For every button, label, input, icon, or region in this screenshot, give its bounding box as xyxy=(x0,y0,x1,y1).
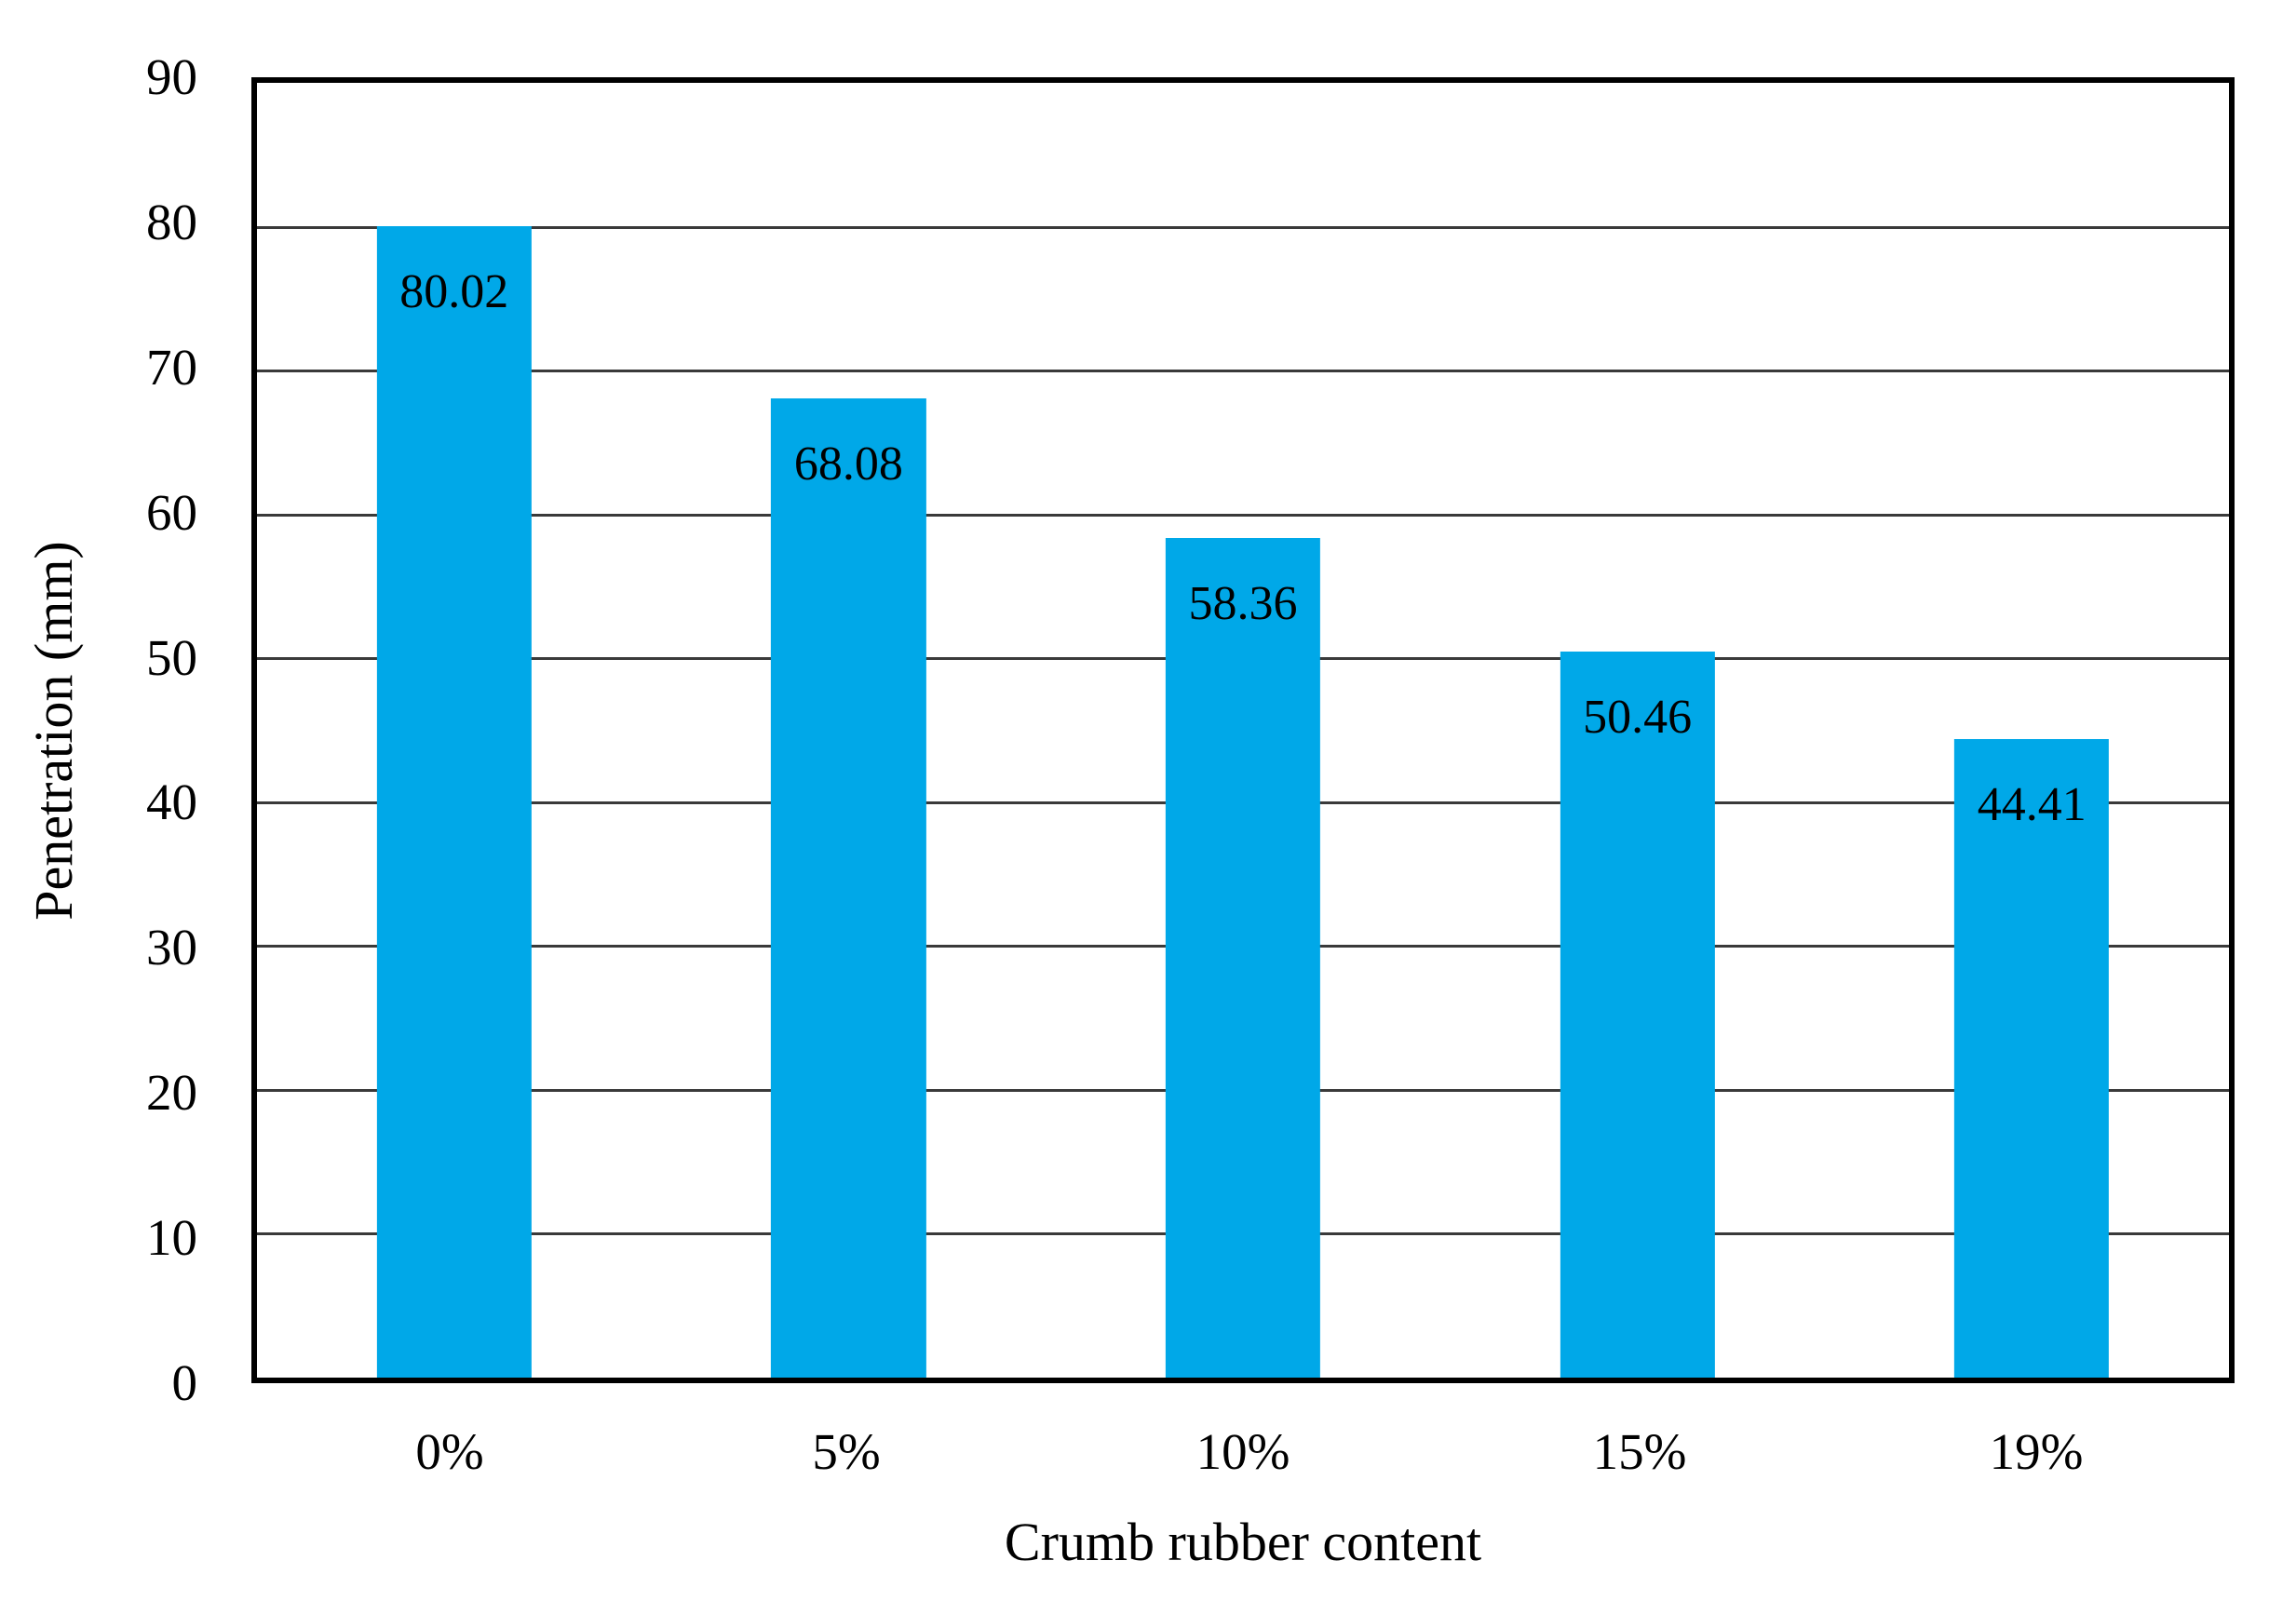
y-tick-label-70: 70 xyxy=(146,338,197,396)
bar-value-label: 58.36 xyxy=(1188,577,1298,631)
y-tick-label-0: 0 xyxy=(171,1354,198,1411)
y-tick-label-60: 60 xyxy=(146,483,197,541)
bar-5%: 68.08 xyxy=(771,397,926,1378)
y-tick-label-30: 30 xyxy=(146,919,197,976)
x-tick-label-10%: 10% xyxy=(1195,1423,1290,1480)
y-tick-label-40: 40 xyxy=(146,774,197,831)
bar-value-label: 80.02 xyxy=(399,265,509,319)
x-tick-label-19%: 19% xyxy=(1989,1423,2084,1480)
gridline-60 xyxy=(257,513,2229,517)
bar-value-label: 44.41 xyxy=(1977,777,2087,831)
bar-19%: 44.41 xyxy=(1954,738,2110,1378)
x-tick-label-15%: 15% xyxy=(1592,1423,1687,1480)
y-tick-label-80: 80 xyxy=(146,193,197,250)
bar-15%: 50.46 xyxy=(1560,652,1715,1378)
bar-value-label: 68.08 xyxy=(793,437,903,491)
y-axis-tick-labels: 0 10 20 30 40 50 60 70 80 90 xyxy=(0,48,197,1411)
x-axis-tick-labels: 0% 5% 10% 15% 19% xyxy=(251,1422,2235,1482)
plot-area: 80.02 68.08 58.36 50.46 44.41 xyxy=(251,77,2235,1383)
x-tick-label-5%: 5% xyxy=(812,1423,881,1480)
bars: 80.02 68.08 58.36 50.46 44.41 xyxy=(257,83,2229,1378)
bar-value-label: 50.46 xyxy=(1583,691,1693,745)
x-axis-title: Crumb rubber content xyxy=(1004,1512,1482,1572)
bar-0%: 80.02 xyxy=(376,226,532,1378)
bar-10%: 58.36 xyxy=(1165,538,1321,1378)
x-tick-label-0%: 0% xyxy=(415,1423,484,1480)
gridline-80 xyxy=(257,225,2229,229)
y-tick-label-90: 90 xyxy=(146,48,197,105)
y-tick-label-50: 50 xyxy=(146,628,197,686)
y-tick-label-20: 20 xyxy=(146,1064,197,1122)
y-tick-label-10: 10 xyxy=(146,1209,197,1267)
gridline-70 xyxy=(257,370,2229,373)
